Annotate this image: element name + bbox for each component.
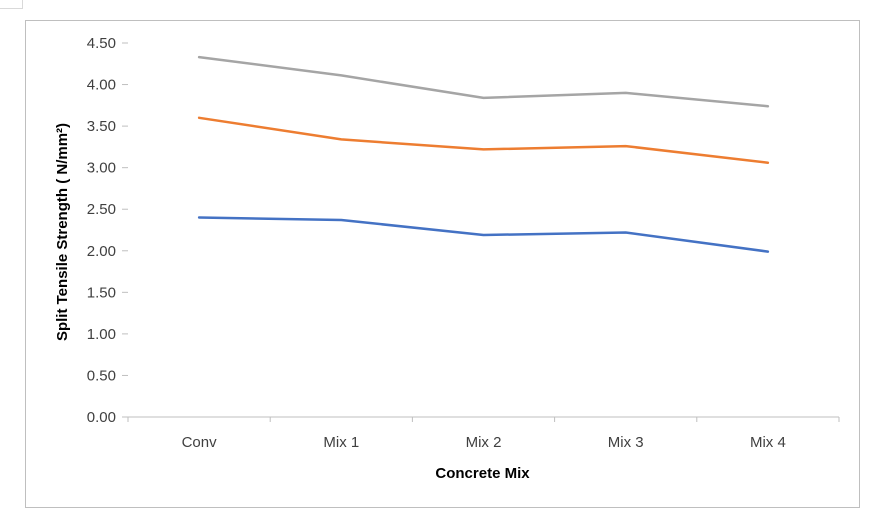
series-line-1 [197,216,770,253]
series-line-3 [197,55,770,108]
x-tick-label: Mix 4 [750,434,786,451]
x-axis-ticks: Conv Mix 1 Mix 2 Mix 3 Mix 4 [127,417,840,451]
series-layer [197,55,770,253]
y-tick-label: 2.00 [87,243,116,260]
x-tick-label: Mix 2 [466,434,502,451]
y-tick-label: 0.00 [87,409,116,426]
corner-mark [0,0,23,9]
y-tick-label: 2.50 [87,201,116,218]
y-tick-label: 1.50 [87,284,116,301]
y-tick-label: 0.50 [87,367,116,384]
y-tick-label: 4.50 [87,35,116,52]
x-tick-label: Mix 3 [608,434,644,451]
y-axis-title: Split Tensile Strength ( N/mm²) [54,123,71,341]
x-axis-title: Concrete Mix [435,465,530,482]
y-tick-label: 3.00 [87,160,116,177]
y-axis-ticks: 0.00 0.50 1.00 1.50 2.00 2.50 3.00 3.50 4.00 4.50 [87,35,128,426]
series-line-2 [197,116,770,164]
y-tick-label: 1.00 [87,326,116,343]
x-tick-label: Mix 1 [323,434,359,451]
x-tick-label: Conv [182,434,218,451]
y-tick-label: 4.00 [87,77,116,94]
y-tick-label: 3.50 [87,118,116,135]
